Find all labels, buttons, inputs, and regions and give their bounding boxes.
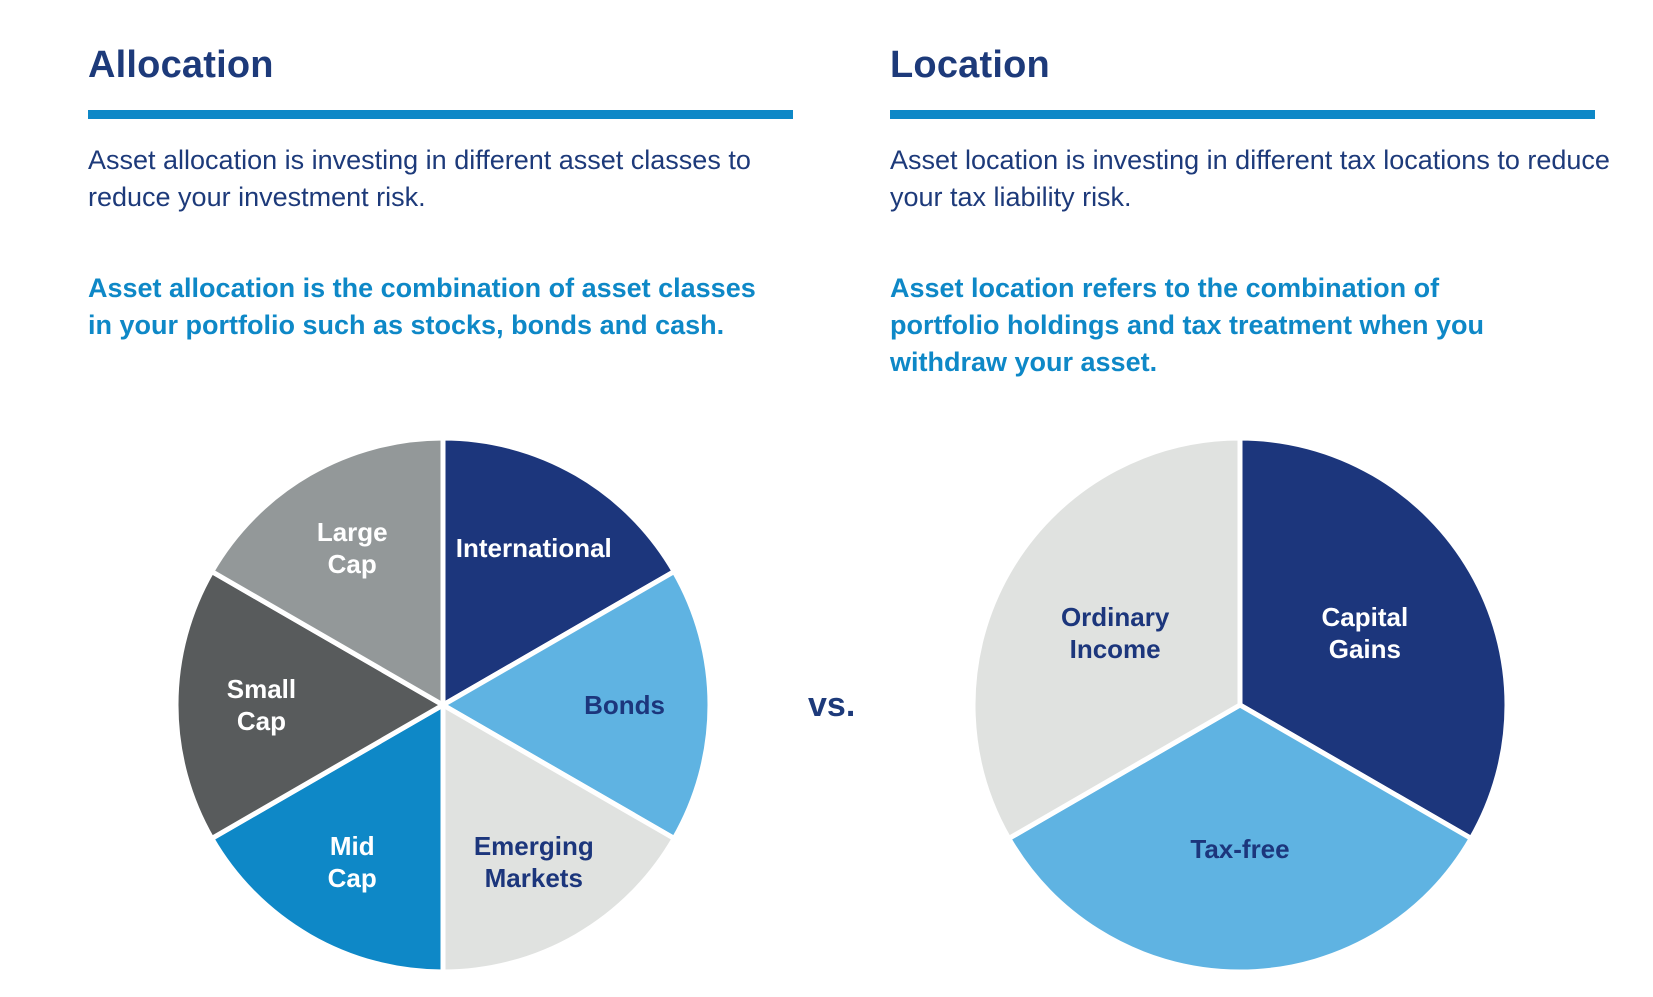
allocation-label-international: International [456, 533, 612, 563]
allocation-label-large-cap: Large Cap [317, 517, 388, 579]
location-slice-ordinary-income [970, 435, 1243, 841]
allocation-slice-small-cap [173, 569, 446, 841]
allocation-label-emerging-markets: Emerging Markets [474, 831, 594, 893]
location-description: Asset location is investing in different… [890, 145, 1610, 212]
location-label-ordinary-income: Ordinary Income [1061, 602, 1170, 664]
location-label-capital-gains: Capital Gains [1322, 602, 1409, 664]
location-divider [890, 110, 1595, 119]
allocation-label-bonds: Bonds [584, 690, 665, 720]
allocation-slice-large-cap [209, 435, 446, 708]
allocation-description: Asset allocation is investing in differe… [88, 145, 751, 212]
location-slice-capital-gains [1237, 435, 1510, 841]
allocation-slice-mid-cap [209, 702, 446, 975]
allocation-title: Allocation [88, 44, 274, 86]
location-detail: Asset location refers to the combination… [890, 273, 1485, 377]
allocation-slice-bonds [440, 569, 713, 841]
allocation-label-mid-cap: Mid Cap [328, 831, 377, 893]
location-title: Location [890, 44, 1050, 86]
allocation-slice-emerging-markets [440, 702, 677, 975]
allocation-detail: Asset allocation is the combination of a… [88, 273, 756, 340]
vs-label: vs. [808, 686, 856, 724]
allocation-divider [88, 110, 793, 119]
allocation-label-small-cap: Small Cap [227, 674, 296, 736]
location-label-tax-free: Tax-free [1190, 834, 1289, 864]
allocation-slice-international [440, 435, 677, 708]
